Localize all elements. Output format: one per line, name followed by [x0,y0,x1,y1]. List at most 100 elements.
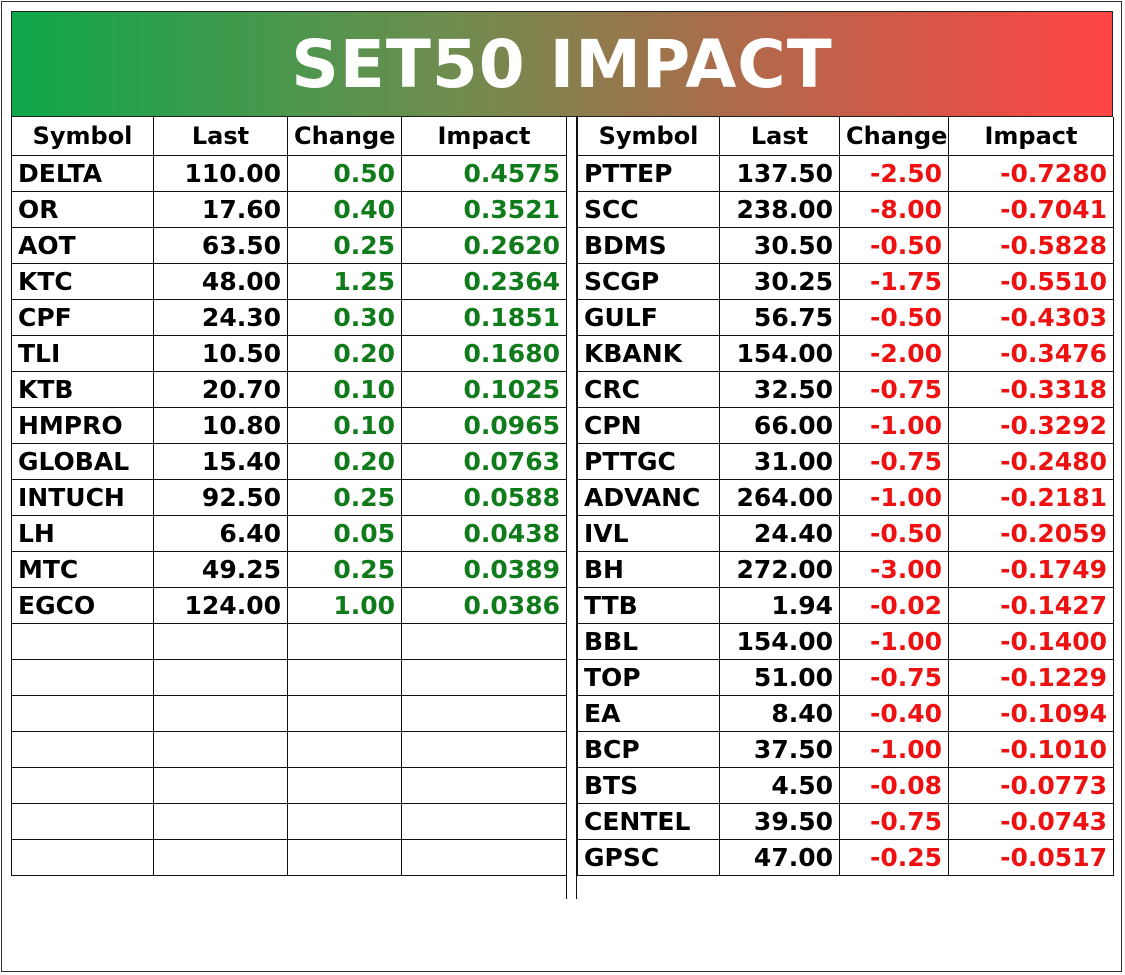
change-cell: -0.75 [839,802,949,840]
impact-cell: -0.7041 [948,190,1114,228]
symbol-cell: EA [577,694,720,732]
loser-row: CENTEL 39.50 -0.75 -0.0743 [577,802,1114,840]
header-last: Last [719,117,840,156]
header-change: Change [839,117,949,156]
last-price-cell: 24.40 [719,514,840,552]
gainer-row: KTB 20.70 0.10 0.1025 [11,370,567,408]
gainer-row: CPF 24.30 0.30 0.1851 [11,298,567,336]
header-symbol: Symbol [577,117,720,156]
change-cell: -1.00 [839,730,949,768]
last-price-cell: 10.80 [153,406,288,444]
change-cell [287,622,402,660]
title-banner: SET50 IMPACT [11,11,1113,117]
symbol-cell: EGCO [11,586,154,624]
symbol-cell: ADVANC [577,478,720,516]
last-price-cell: 47.00 [719,838,840,876]
last-price-cell: 238.00 [719,190,840,228]
last-price-cell: 30.25 [719,262,840,300]
change-cell: 0.20 [287,334,402,372]
impact-cell: 0.0389 [401,550,567,588]
last-price-cell: 154.00 [719,622,840,660]
last-price-cell: 1.94 [719,586,840,624]
last-price-cell: 92.50 [153,478,288,516]
gainer-row: TLI 10.50 0.20 0.1680 [11,334,567,372]
last-price-cell: 39.50 [719,802,840,840]
symbol-cell: TLI [11,334,154,372]
gainer-row [11,838,567,876]
symbol-cell: KBANK [577,334,720,372]
gainer-row: INTUCH 92.50 0.25 0.0588 [11,478,567,516]
loser-row: BBL 154.00 -1.00 -0.1400 [577,622,1114,660]
gainers-table: Symbol Last Change Impact DELTA 110.00 0.5… [11,117,567,876]
symbol-cell: SCC [577,190,720,228]
impact-cell: -0.1010 [948,730,1114,768]
change-cell [287,658,402,696]
change-cell: 1.00 [287,586,402,624]
symbol-cell: GULF [577,298,720,336]
loser-row: KBANK 154.00 -2.00 -0.3476 [577,334,1114,372]
last-price-cell [153,658,288,696]
loser-row: EA 8.40 -0.40 -0.1094 [577,694,1114,732]
loser-row: PTTEP 137.50 -2.50 -0.7280 [577,154,1114,192]
impact-cell: -0.2181 [948,478,1114,516]
symbol-cell: MTC [11,550,154,588]
last-price-cell: 30.50 [719,226,840,264]
impact-cell [401,622,567,660]
impact-cell: -0.1229 [948,658,1114,696]
loser-row: IVL 24.40 -0.50 -0.2059 [577,514,1114,552]
page-title: SET50 IMPACT [291,25,833,103]
impact-cell [401,694,567,732]
change-cell: -3.00 [839,550,949,588]
change-cell: -8.00 [839,190,949,228]
impact-cell: -0.1400 [948,622,1114,660]
last-price-cell: 66.00 [719,406,840,444]
gainers-header-row: Symbol Last Change Impact [11,117,567,156]
last-price-cell [153,694,288,732]
symbol-cell: BH [577,550,720,588]
symbol-cell: AOT [11,226,154,264]
impact-cell: 0.0763 [401,442,567,480]
gainer-row [11,766,567,804]
change-cell: 1.25 [287,262,402,300]
loser-row: ADVANC 264.00 -1.00 -0.2181 [577,478,1114,516]
change-cell: 0.05 [287,514,402,552]
change-cell: -0.75 [839,442,949,480]
last-price-cell: 48.00 [153,262,288,300]
symbol-cell [11,730,154,768]
symbol-cell: CENTEL [577,802,720,840]
loser-row: BH 272.00 -3.00 -0.1749 [577,550,1114,588]
last-price-cell: 24.30 [153,298,288,336]
impact-cell: -0.0517 [948,838,1114,876]
symbol-cell: CPN [577,406,720,444]
last-price-cell: 15.40 [153,442,288,480]
symbol-cell: KTC [11,262,154,300]
gainer-row [11,658,567,696]
last-price-cell: 272.00 [719,550,840,588]
symbol-cell: BBL [577,622,720,660]
symbol-cell: PTTGC [577,442,720,480]
gainer-row: KTC 48.00 1.25 0.2364 [11,262,567,300]
losers-table: Symbol Last Change Impact PTTEP 137.50 -2.… [577,117,1114,876]
impact-cell: 0.0965 [401,406,567,444]
symbol-cell: SCGP [577,262,720,300]
last-price-cell: 154.00 [719,334,840,372]
impact-cell: -0.0743 [948,802,1114,840]
impact-cell: -0.7280 [948,154,1114,192]
change-cell: -2.50 [839,154,949,192]
change-cell: 0.25 [287,226,402,264]
impact-cell: 0.1680 [401,334,567,372]
last-price-cell: 49.25 [153,550,288,588]
symbol-cell [11,766,154,804]
impact-cell: -0.3318 [948,370,1114,408]
impact-cell: -0.1427 [948,586,1114,624]
gainer-row: DELTA 110.00 0.50 0.4575 [11,154,567,192]
impact-cell: 0.0438 [401,514,567,552]
loser-row: GPSC 47.00 -0.25 -0.0517 [577,838,1114,876]
last-price-cell [153,838,288,876]
loser-row: CRC 32.50 -0.75 -0.3318 [577,370,1114,408]
change-cell: -1.00 [839,478,949,516]
symbol-cell: OR [11,190,154,228]
impact-cell [401,838,567,876]
change-cell: -0.50 [839,298,949,336]
symbol-cell [11,838,154,876]
